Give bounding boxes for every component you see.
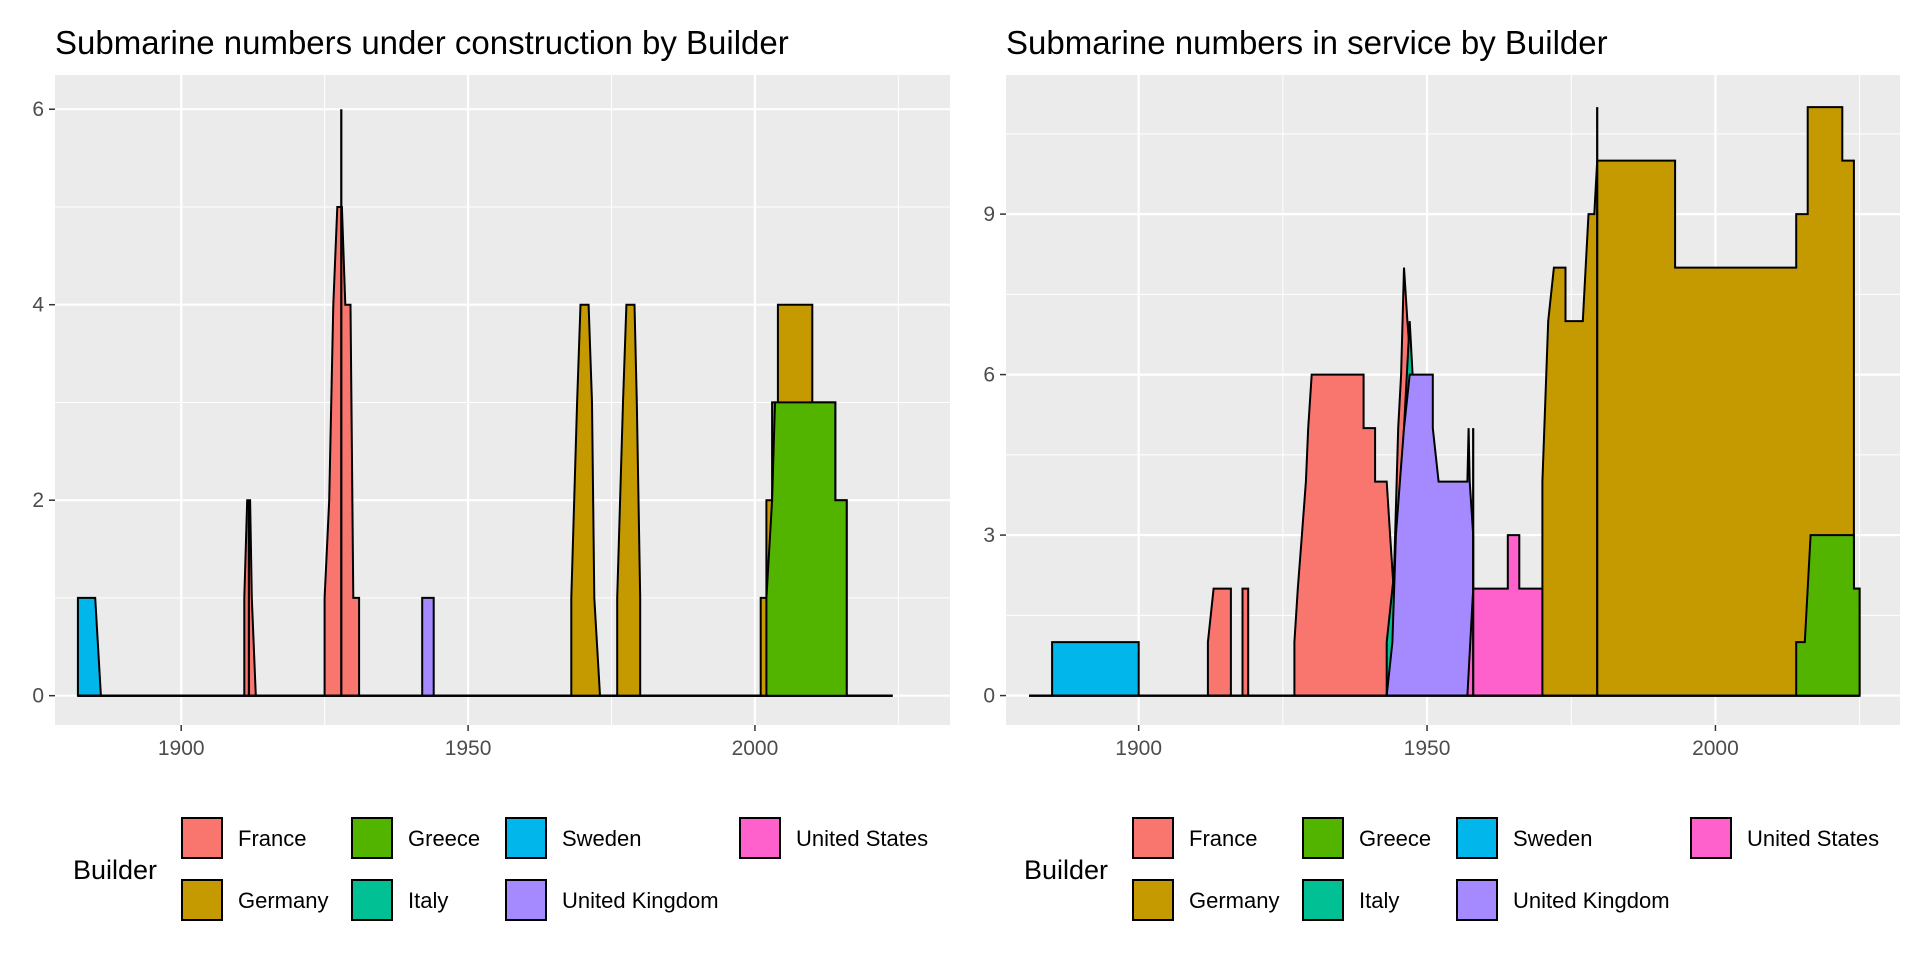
legend-label: Greece xyxy=(408,826,480,851)
y-tick-label: 0 xyxy=(32,685,44,708)
area-series-france xyxy=(77,206,893,697)
legend-item-greece: Greece xyxy=(351,817,480,859)
legend-swatch xyxy=(181,817,223,859)
x-tick-label: 1900 xyxy=(1115,737,1162,760)
chart-in-service: Submarine numbers in service by Builder … xyxy=(983,24,1900,921)
legend-item-france: France xyxy=(181,817,306,859)
legend-item-france: France xyxy=(1132,817,1257,859)
legend-swatch xyxy=(351,879,393,921)
legend-item-germany: Germany xyxy=(1132,879,1279,921)
area-series-greece xyxy=(1029,534,1861,697)
x-tick-label: 1950 xyxy=(445,737,492,760)
legend-label: United States xyxy=(796,826,928,851)
legend: Builder France Germany Greece Italy Sweden Uni… xyxy=(73,817,928,921)
legend-label: France xyxy=(238,826,306,851)
x-tick-label: 2000 xyxy=(1692,737,1739,760)
chart-title: Submarine numbers in service by Builder xyxy=(1006,24,1608,61)
legend-swatch xyxy=(351,817,393,859)
y-tick-label: 4 xyxy=(32,294,44,317)
legend-title: Builder xyxy=(1024,855,1108,885)
legend-swatch xyxy=(1456,879,1498,921)
legend-label: Germany xyxy=(238,888,328,913)
y-tick-label: 3 xyxy=(983,524,995,547)
legend-label: Sweden xyxy=(562,826,642,851)
legend: Builder France Germany Greece Italy Sweden Uni… xyxy=(1024,817,1879,921)
legend-swatch xyxy=(1690,817,1732,859)
legend-swatch xyxy=(1132,879,1174,921)
legend-swatch xyxy=(505,817,547,859)
legend-item-sweden: Sweden xyxy=(1456,817,1593,859)
legend-swatch xyxy=(1302,817,1344,859)
legend-label: France xyxy=(1189,826,1257,851)
legend-label: United States xyxy=(1747,826,1879,851)
y-tick-label: 9 xyxy=(983,203,995,226)
legend-item-sweden: Sweden xyxy=(505,817,642,859)
y-tick-label: 6 xyxy=(32,98,44,121)
legend-swatch xyxy=(1302,879,1344,921)
y-tick-label: 0 xyxy=(983,685,995,708)
legend-swatch xyxy=(1132,817,1174,859)
x-tick-label: 2000 xyxy=(732,737,779,760)
legend-item-united-kingdom: United Kingdom xyxy=(1456,879,1670,921)
legend-swatch xyxy=(739,817,781,859)
legend-swatch xyxy=(1456,817,1498,859)
chart-under-construction: Submarine numbers under construction by … xyxy=(32,24,950,921)
x-tick-label: 1950 xyxy=(1404,737,1451,760)
legend-label: Germany xyxy=(1189,888,1279,913)
legend-item-united-kingdom: United Kingdom xyxy=(505,879,719,921)
x-tick-label: 1900 xyxy=(158,737,205,760)
legend-item-united-states: United States xyxy=(739,817,928,859)
legend-item-greece: Greece xyxy=(1302,817,1431,859)
legend-item-germany: Germany xyxy=(181,879,328,921)
y-tick-label: 6 xyxy=(983,364,995,387)
chart-title: Submarine numbers under construction by … xyxy=(55,24,789,61)
legend-label: Greece xyxy=(1359,826,1431,851)
legend-swatch xyxy=(181,879,223,921)
legend-swatch xyxy=(505,879,547,921)
legend-label: United Kingdom xyxy=(1513,888,1670,913)
y-tick-label: 2 xyxy=(32,489,44,512)
legend-item-united-states: United States xyxy=(1690,817,1879,859)
legend-title: Builder xyxy=(73,855,157,885)
legend-label: Italy xyxy=(408,888,448,913)
legend-label: Sweden xyxy=(1513,826,1593,851)
area-series-greece xyxy=(77,401,893,697)
legend-label: Italy xyxy=(1359,888,1399,913)
area-series-germany xyxy=(1029,106,1861,697)
legend-item-italy: Italy xyxy=(1302,879,1399,921)
legend-label: United Kingdom xyxy=(562,888,719,913)
legend-item-italy: Italy xyxy=(351,879,448,921)
